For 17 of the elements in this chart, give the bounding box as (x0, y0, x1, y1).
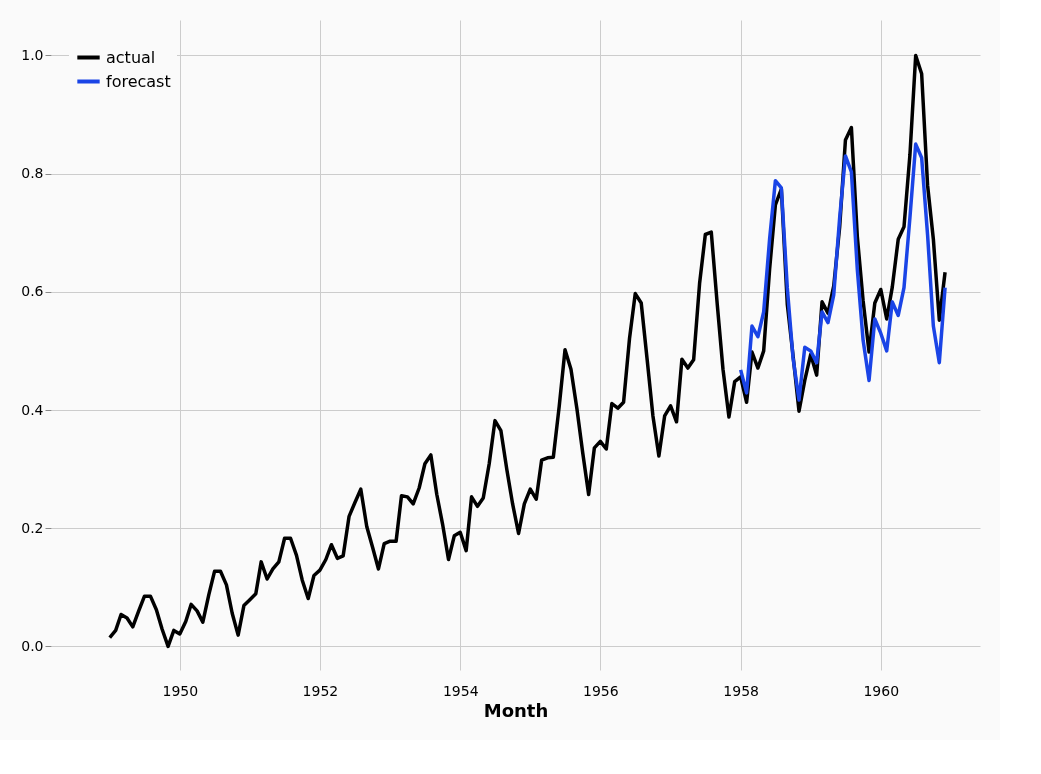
line-series (738, 142, 947, 402)
y-tick-label: 0.0 (21, 637, 44, 654)
y-tick-label: 0.2 (21, 519, 44, 536)
line-series (107, 53, 947, 649)
x-tick-label: 1956 (583, 682, 619, 699)
y-tick-label: 0.8 (21, 165, 44, 182)
x-tick-label: 1952 (302, 682, 339, 699)
y-tick-label: 1.0 (21, 46, 44, 63)
x-axis-title: Month (483, 699, 549, 721)
x-tick-label: 1958 (723, 682, 759, 699)
y-tick-label: 0.6 (21, 283, 44, 300)
x-tick-label: 1954 (442, 682, 479, 699)
legend-label: actual (106, 47, 156, 67)
legend-label: forecast (106, 71, 171, 91)
x-tick-label: 1960 (863, 682, 900, 699)
x-tick-label: 1950 (162, 682, 199, 699)
y-tick-label: 0.4 (21, 401, 44, 418)
